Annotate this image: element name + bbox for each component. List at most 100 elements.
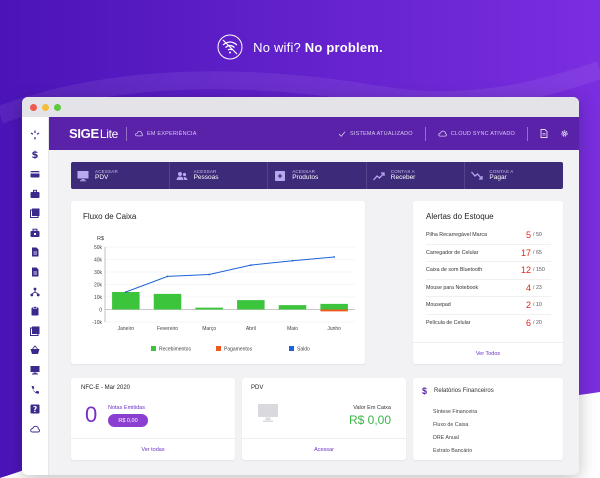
quick-action-pdv[interactable]: ACESSAR PDV <box>71 162 170 189</box>
cash-flow-title: Fluxo de Caixa <box>83 212 137 221</box>
report-link[interactable]: Síntese Financeira <box>433 409 478 415</box>
toolbox-icon <box>30 228 40 237</box>
maximize-dot[interactable] <box>54 103 61 111</box>
sidebar-item-cards[interactable] <box>22 164 49 184</box>
bar-recebimentos <box>153 293 182 310</box>
stock-item-name: Película de Celular <box>426 320 471 327</box>
no-wifi-icon <box>217 34 243 60</box>
stock-item-name: Caixa de som Bluetooth <box>426 267 483 274</box>
cloud-sync-icon <box>438 130 447 137</box>
experience-label: EM EXPERIÊNCIA <box>147 130 197 137</box>
legend-swatch <box>289 346 294 351</box>
experience-badge[interactable]: EM EXPERIÊNCIA <box>135 130 197 137</box>
quick-action-pagar[interactable]: CONTAS A Pagar <box>465 162 563 189</box>
report-link[interactable]: Fluxo de Caixa <box>433 422 469 428</box>
stock-item-total: / 65 <box>533 249 542 256</box>
legend-swatch <box>151 346 156 351</box>
dollar-icon: $ <box>32 150 39 159</box>
sidebar-item-doc-2[interactable] <box>22 262 49 282</box>
point-saldo <box>291 259 294 262</box>
notes-icon[interactable] <box>540 129 548 138</box>
people-icon <box>176 171 188 180</box>
line-saldo <box>125 256 335 293</box>
stock-alerts-card: Alertas do Estoque Pilha Recarregável Ma… <box>413 201 563 364</box>
gear-icon[interactable] <box>560 129 569 138</box>
stock-alert-row[interactable]: Película de Celular 6/ 20 <box>426 315 551 333</box>
quick-action-pessoas[interactable]: ACESSAR Pessoas <box>170 162 269 189</box>
trend-up-icon <box>372 171 385 180</box>
box-icon <box>275 170 286 181</box>
stock-item-name: Carregador de Celular <box>426 249 479 256</box>
sidebar-item-clipboard[interactable] <box>22 301 49 321</box>
report-link[interactable]: DRE Anual <box>433 435 459 441</box>
bar-recebimentos <box>195 307 223 310</box>
point-saldo <box>208 273 211 276</box>
stock-alert-row[interactable]: Carregador de Celular 17/ 65 <box>426 245 551 262</box>
financial-reports-card: $ Relatórios Financeiros Síntese Finance… <box>413 378 563 460</box>
stock-item-name: Pilha Recarregável Marca <box>426 232 487 239</box>
pdv-card: PDV Valor Em Caixa R$ 0,00 Acessar <box>242 378 406 460</box>
nfce-view-all-link[interactable]: Ver todas <box>71 438 235 460</box>
cloud-icon <box>30 425 40 433</box>
window-titlebar <box>22 97 579 117</box>
stock-item-total: / 50 <box>533 232 542 239</box>
cash-flow-card: Fluxo de Caixa R$ 50k 40k 30k 20k 10k 0 -10k Jan… <box>71 201 365 364</box>
stock-alert-row[interactable]: Caixa de som Bluetooth 12/ 150 <box>426 262 551 280</box>
briefcase-icon <box>30 189 40 198</box>
y-tick-label: 40k <box>94 258 103 264</box>
topbar-separator <box>126 126 128 141</box>
quick-action-caption: ACESSAR <box>95 168 118 174</box>
quick-action-label: Pagar <box>489 174 507 181</box>
sidebar-item-help[interactable]: ? <box>22 399 49 419</box>
quick-action-receber[interactable]: CONTAS A Receber <box>367 162 466 189</box>
stock-alert-row[interactable]: Mousepad 2/ 10 <box>426 297 551 315</box>
app-logo[interactable]: SIGE Lite <box>69 126 119 141</box>
stock-item-total: / 23 <box>533 284 542 291</box>
network-icon <box>30 287 40 296</box>
stock-item-count: 6 <box>525 318 531 329</box>
legend-label: Pagamentos <box>224 347 253 353</box>
report-link[interactable]: Extrato Bancário <box>433 448 473 454</box>
stock-item-name: Mouse para Notebook <box>426 284 479 291</box>
stock-alert-row[interactable]: Mouse para Notebook 4/ 23 <box>426 280 551 297</box>
bar-recebimentos <box>112 292 140 310</box>
sidebar-item-phone[interactable] <box>22 380 49 400</box>
financial-reports-title: Relatórios Financeiros <box>434 388 494 394</box>
bar-pagamentos <box>320 309 348 312</box>
sidebar-item-shop[interactable] <box>22 341 49 361</box>
stack-icon <box>30 326 40 336</box>
close-dot[interactable] <box>30 103 37 111</box>
document-icon <box>32 267 39 277</box>
sidebar-item-doc-1[interactable] <box>22 243 49 263</box>
sidebar-item-cloud[interactable] <box>22 419 49 439</box>
nfce-title: NFC-E - Mar 2020 <box>81 385 131 391</box>
sidebar-item-stack-2[interactable] <box>22 321 49 341</box>
check-icon <box>338 130 346 137</box>
x-tick-label: Junho <box>327 326 341 332</box>
stock-alerts-view-all-link[interactable]: Ver Todos <box>413 342 563 364</box>
sidebar-item-tools[interactable] <box>22 223 49 243</box>
y-tick-label: -10k <box>92 320 102 326</box>
pdv-access-link[interactable]: Acessar <box>242 438 406 460</box>
x-tick-label: Maio <box>287 326 298 332</box>
sidebar-item-loader[interactable] <box>22 125 49 145</box>
stock-item-count: 17 <box>520 247 531 258</box>
document-icon <box>32 247 39 257</box>
quick-action-produtos[interactable]: ACESSAR Produtos <box>268 162 367 189</box>
sidebar-item-stack-1[interactable] <box>22 203 49 223</box>
sidebar-item-business[interactable] <box>22 184 49 204</box>
bar-recebimentos <box>278 305 307 310</box>
minimize-dot[interactable] <box>42 103 49 111</box>
stock-item-count: 12 <box>520 265 531 276</box>
quick-action-caption: CONTAS A <box>390 168 415 174</box>
sidebar-item-network[interactable] <box>22 282 49 302</box>
sidebar-item-finance[interactable]: $ <box>22 145 49 165</box>
phone-icon <box>31 385 39 394</box>
y-axis-label: R$ <box>97 236 104 242</box>
bar-recebimentos <box>237 300 265 310</box>
x-tick-label: Fevereiro <box>157 326 178 332</box>
offline-banner: No wifi? No problem. <box>0 32 600 62</box>
stock-alert-row[interactable]: Pilha Recarregável Marca 5/ 50 <box>426 227 551 245</box>
monitor-icon <box>30 365 40 375</box>
sidebar-item-pdv[interactable] <box>22 360 49 380</box>
